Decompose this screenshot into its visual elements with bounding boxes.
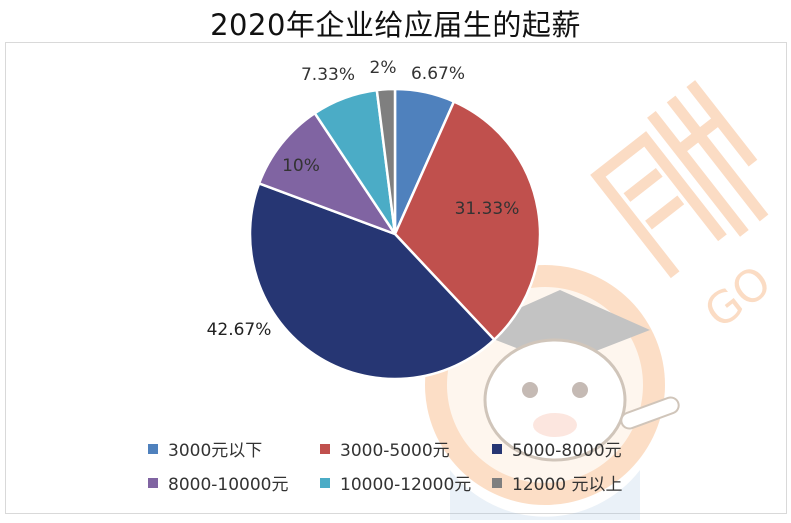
data-label: 42.67% [207, 320, 272, 340]
pie-slice [248, 181, 497, 381]
legend-label: 3000元以下 [168, 441, 263, 461]
pie-slice [375, 87, 397, 235]
legend-item: 3000-5000元 [320, 436, 450, 461]
legend-swatch [320, 443, 330, 454]
legend-item: 5000-8000元 [492, 436, 622, 461]
legend-label: 10000-12000元 [340, 475, 472, 495]
data-label: 10% [282, 156, 320, 176]
legend-label: 8000-10000元 [168, 475, 289, 495]
legend-item: 8000-10000元 [148, 470, 288, 495]
legend-swatch [320, 477, 330, 488]
legend-label: 12000 元以上 [512, 475, 623, 495]
chart-title: 2020年企业给应届生的起薪 [210, 8, 581, 42]
data-label: 31.33% [455, 199, 520, 219]
legend-swatch [492, 443, 502, 454]
legend-item: 12000 元以上 [492, 470, 622, 495]
chart-frame [5, 42, 787, 514]
data-label: 6.67% [411, 64, 465, 84]
legend-swatch [148, 477, 158, 488]
legend-label: 3000-5000元 [340, 441, 450, 461]
legend-label: 5000-8000元 [512, 441, 622, 461]
legend-swatch [148, 443, 158, 454]
legend-item: 10000-12000元 [320, 470, 471, 495]
legend-item: 3000元以下 [148, 436, 262, 461]
pie-slice [393, 99, 542, 342]
data-label: 7.33% [301, 65, 355, 85]
data-label: 2% [370, 58, 397, 78]
pie-slice [257, 111, 399, 237]
legend-swatch [492, 477, 502, 488]
